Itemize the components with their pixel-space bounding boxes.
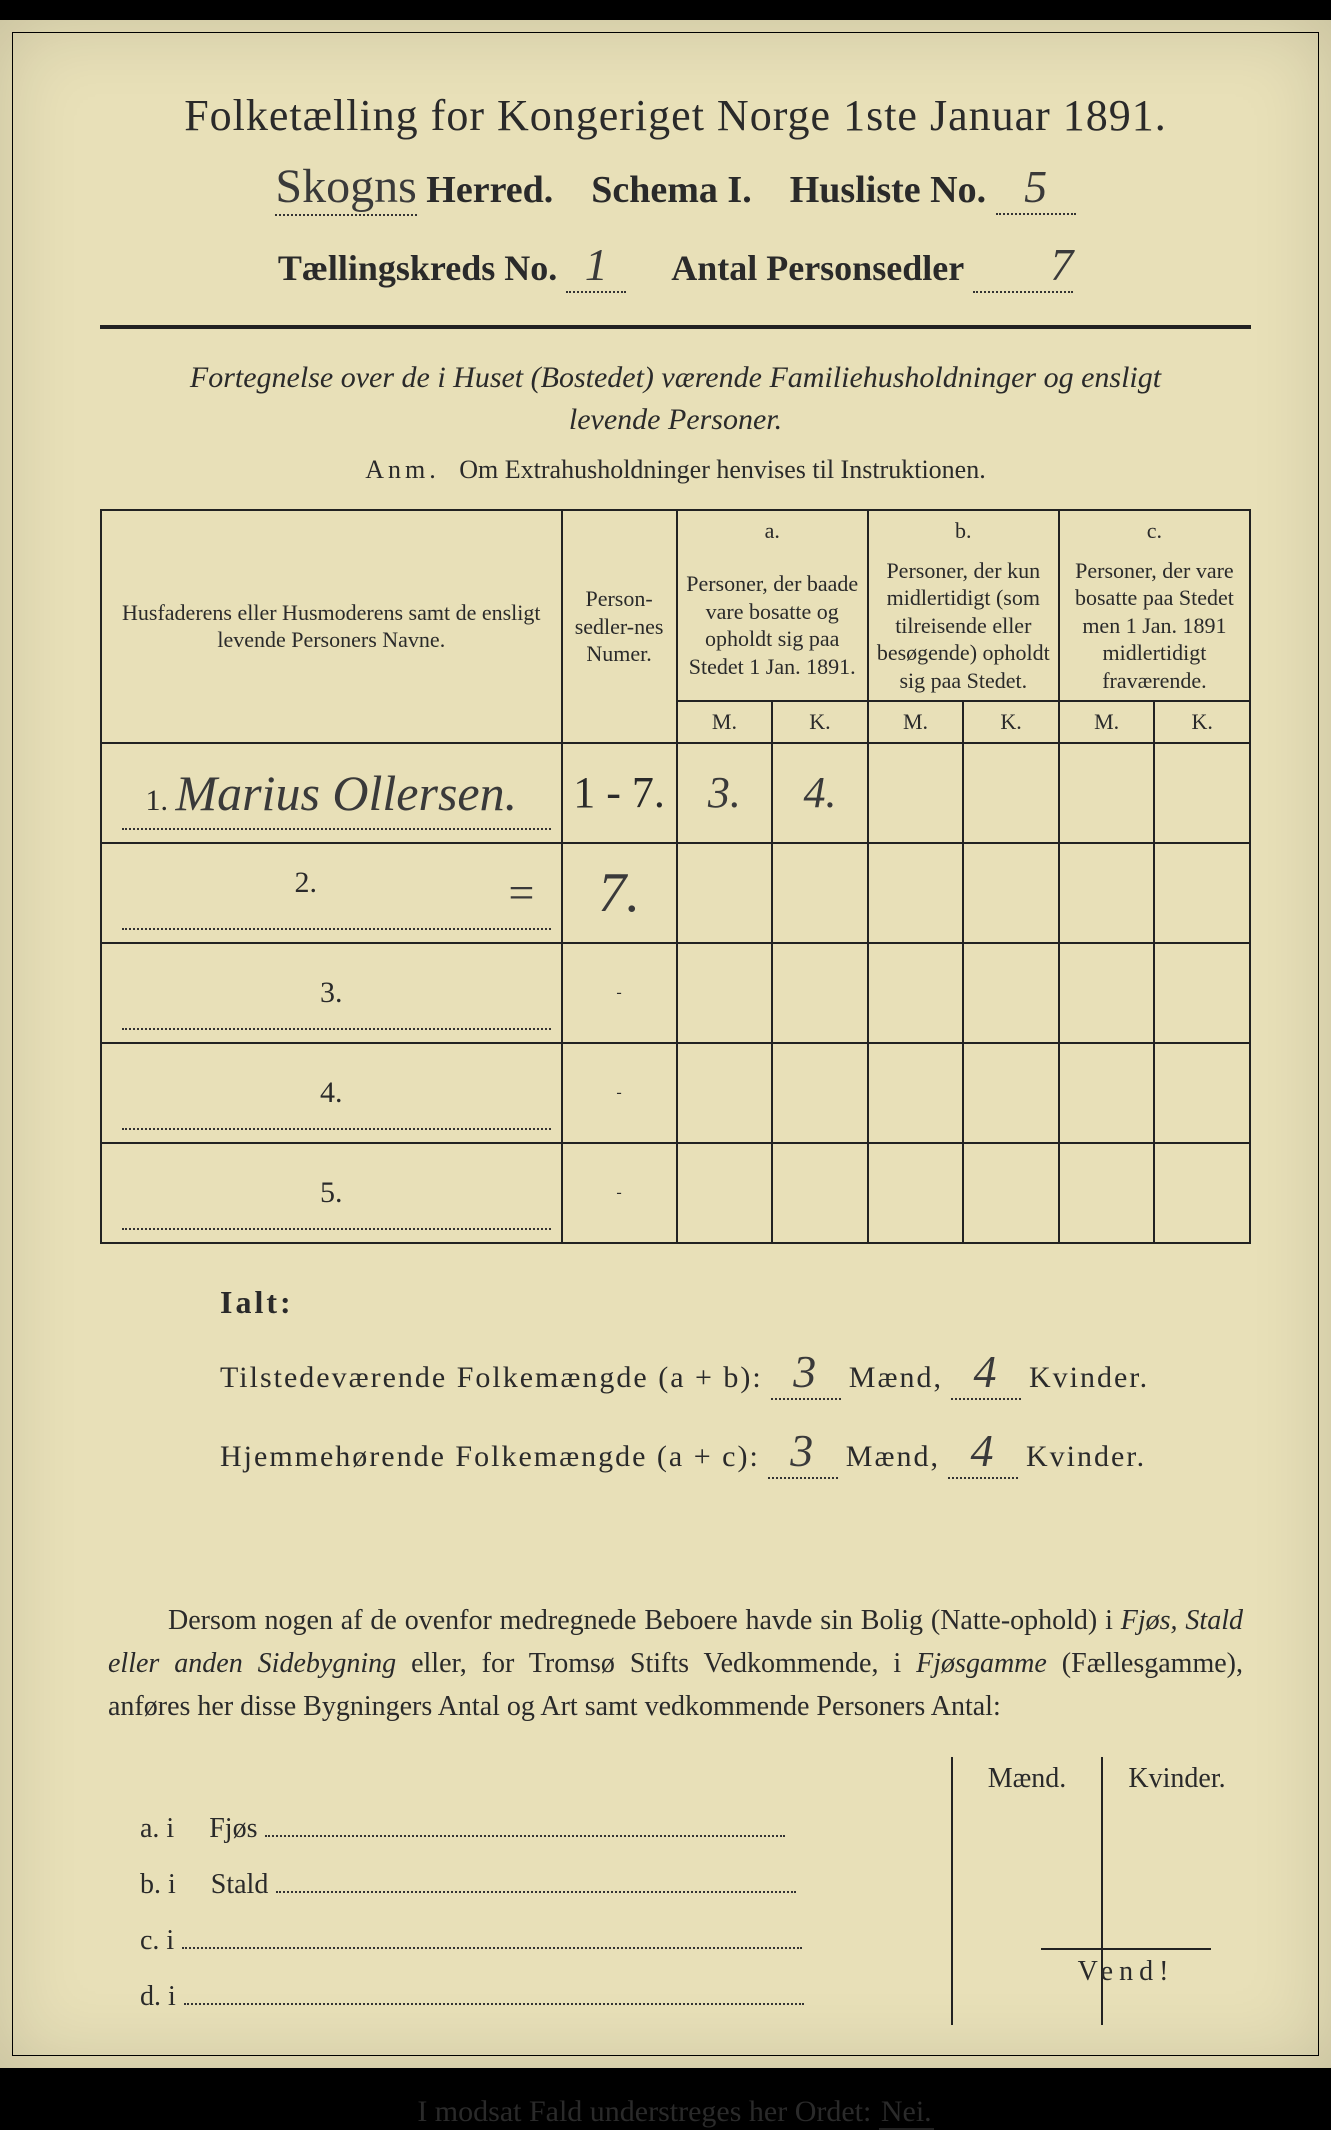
row-ak: [772, 843, 868, 943]
sub-row: a. i Fjøs: [100, 1801, 951, 1857]
row-am: 3.: [677, 743, 773, 843]
totals-ab-label: Tilstedeværende Folkemængde (a + b):: [220, 1361, 763, 1395]
kreds-label: Tællingskreds No.: [278, 248, 557, 288]
col-a-label: a.: [677, 510, 868, 551]
row-am: [677, 843, 773, 943]
row-num: -: [562, 1043, 677, 1143]
sub-row: c. i: [100, 1913, 951, 1969]
main-title: Folketælling for Kongeriget Norge 1ste J…: [100, 90, 1251, 141]
row-name-cell: 1. Marius Ollersen.: [101, 743, 562, 843]
divider: [100, 325, 1251, 329]
col-a-m: M.: [677, 701, 773, 743]
col-c-label: c.: [1059, 510, 1250, 551]
totals-ac-label: Hjemmehørende Folkemængde (a + c):: [220, 1440, 760, 1474]
col-c-k: K.: [1154, 701, 1250, 743]
vend-label: Vend!: [1041, 1948, 1211, 1988]
row-num: 7.: [562, 843, 677, 943]
totals-ab-m: 3: [771, 1345, 841, 1400]
nei-line: I modsat Fald understreges her Ordet: Ne…: [100, 2095, 1251, 2129]
intro-text: Fortegnelse over de i Huset (Bostedet) v…: [160, 357, 1191, 441]
col-c-text: Personer, der vare bosatte paa Stedet me…: [1059, 551, 1250, 702]
col-header-name: Husfaderens eller Husmoderens samt de en…: [101, 510, 562, 743]
totals-ac-m: 3: [768, 1424, 838, 1479]
totals-row-ac: Hjemmehørende Folkemængde (a + c): 3 Mæn…: [220, 1424, 1251, 1479]
col-b-label: b.: [868, 510, 1059, 551]
row-num: 1 - 7.: [562, 743, 677, 843]
kvinder-label: Kvinder.: [1029, 1361, 1149, 1395]
col-a-text: Personer, der baade vare bosatte og opho…: [677, 551, 868, 702]
totals-ac-k: 4: [948, 1424, 1018, 1479]
paragraph: Dersom nogen af de ovenfor medregnede Be…: [100, 1599, 1251, 1729]
table-row: 5. -: [101, 1143, 1250, 1243]
herred-value: Skogns: [275, 159, 416, 216]
col-header-num: Person-sedler-nes Numer.: [562, 510, 677, 743]
husliste-value: 5: [996, 160, 1076, 215]
row-name-cell: 2. =: [101, 843, 562, 943]
row-bk: [963, 843, 1059, 943]
row-ck: [1154, 843, 1250, 943]
husliste-label: Husliste No.: [790, 169, 986, 211]
col-b-k: K.: [963, 701, 1059, 743]
row-ak: 4.: [772, 743, 868, 843]
col-b-text: Personer, der kun midlertidigt (som tilr…: [868, 551, 1059, 702]
antal-value: 7: [973, 238, 1073, 293]
row-bm: [868, 843, 964, 943]
census-form-page: Folketælling for Kongeriget Norge 1ste J…: [0, 20, 1331, 2068]
row-name-cell: 5.: [101, 1143, 562, 1243]
row-bm: [868, 743, 964, 843]
sub-row: b. i Stald: [100, 1857, 951, 1913]
table-row: 2. = 7.: [101, 843, 1250, 943]
antal-label: Antal Personsedler: [671, 248, 964, 288]
nei-word: Nei.: [879, 2095, 934, 2130]
totals-row-ab: Tilstedeværende Folkemængde (a + b): 3 M…: [220, 1345, 1251, 1400]
sub-kvinder-header: Kvinder.: [1101, 1757, 1251, 1801]
totals-block: Ialt: Tilstedeværende Folkemængde (a + b…: [220, 1284, 1251, 1479]
row-cm: [1059, 843, 1155, 943]
col-c-m: M.: [1059, 701, 1155, 743]
row-bk: [963, 743, 1059, 843]
maend-label: Mænd,: [846, 1440, 940, 1474]
anm-text: Om Extrahusholdninger henvises til Instr…: [459, 455, 985, 484]
row-cm: [1059, 743, 1155, 843]
main-table: Husfaderens eller Husmoderens samt de en…: [100, 509, 1251, 1244]
row-name-cell: 3.: [101, 943, 562, 1043]
ialt-label: Ialt:: [220, 1284, 1251, 1321]
anm-line: Anm. Om Extrahusholdninger henvises til …: [100, 455, 1251, 485]
schema-label: Schema I.: [591, 169, 751, 211]
table-row: 1. Marius Ollersen. 1 - 7. 3. 4.: [101, 743, 1250, 843]
anm-label: Anm.: [365, 455, 440, 484]
kvinder-label: Kvinder.: [1026, 1440, 1146, 1474]
sub-maend-header: Mænd.: [951, 1757, 1101, 1801]
table-row: 3. -: [101, 943, 1250, 1043]
maend-label: Mænd,: [849, 1361, 943, 1395]
row-num: -: [562, 1143, 677, 1243]
header-line-1: Skogns Herred. Schema I. Husliste No. 5: [100, 159, 1251, 216]
table-row: 4. -: [101, 1043, 1250, 1143]
row-num: -: [562, 943, 677, 1043]
herred-label: Herred.: [426, 169, 553, 211]
col-a-k: K.: [772, 701, 868, 743]
row-ck: [1154, 743, 1250, 843]
col-b-m: M.: [868, 701, 964, 743]
sub-row: d. i: [100, 1969, 951, 2025]
kreds-value: 1: [566, 238, 626, 293]
totals-ab-k: 4: [951, 1345, 1021, 1400]
header-line-2: Tællingskreds No. 1 Antal Personsedler 7: [100, 238, 1251, 315]
row-name-cell: 4.: [101, 1043, 562, 1143]
